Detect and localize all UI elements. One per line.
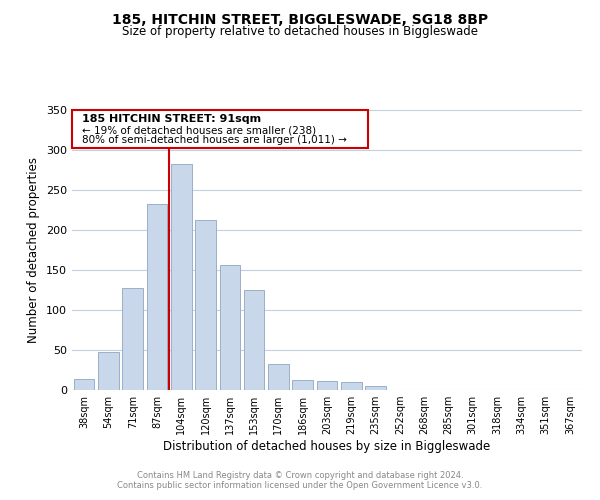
Y-axis label: Number of detached properties: Number of detached properties — [28, 157, 40, 343]
Bar — [74, 379, 94, 390]
Text: Contains HM Land Registry data © Crown copyright and database right 2024.: Contains HM Land Registry data © Crown c… — [137, 471, 463, 480]
Text: 185 HITCHIN STREET: 91sqm: 185 HITCHIN STREET: 91sqm — [82, 114, 262, 124]
Text: Size of property relative to detached houses in Biggleswade: Size of property relative to detached ho… — [122, 25, 478, 38]
Bar — [220, 265, 240, 390]
Text: ← 19% of detached houses are smaller (238): ← 19% of detached houses are smaller (23… — [82, 126, 316, 136]
Bar — [244, 290, 265, 390]
Bar — [341, 382, 362, 390]
Text: Contains public sector information licensed under the Open Government Licence v3: Contains public sector information licen… — [118, 481, 482, 490]
Bar — [98, 352, 119, 390]
Text: 185, HITCHIN STREET, BIGGLESWADE, SG18 8BP: 185, HITCHIN STREET, BIGGLESWADE, SG18 8… — [112, 12, 488, 26]
Bar — [171, 164, 191, 390]
Bar — [122, 288, 143, 390]
Bar — [195, 220, 216, 390]
X-axis label: Distribution of detached houses by size in Biggleswade: Distribution of detached houses by size … — [163, 440, 491, 453]
Bar — [146, 204, 167, 390]
Bar — [365, 386, 386, 390]
Bar — [268, 364, 289, 390]
Text: 80% of semi-detached houses are larger (1,011) →: 80% of semi-detached houses are larger (… — [82, 135, 347, 145]
Bar — [317, 381, 337, 390]
Bar — [292, 380, 313, 390]
FancyBboxPatch shape — [72, 110, 368, 148]
